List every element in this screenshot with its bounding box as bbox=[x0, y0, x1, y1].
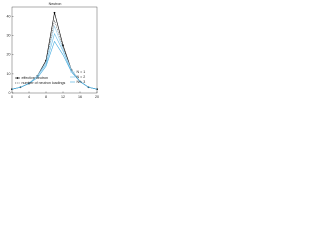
background bbox=[0, 0, 100, 106]
legend-label: N = 2 bbox=[77, 75, 86, 79]
legend-label: N = 3 bbox=[77, 80, 86, 84]
x-tick-label: 8 bbox=[45, 95, 47, 99]
x-tick-label: 16 bbox=[78, 95, 82, 99]
y-tick-label: 40 bbox=[7, 15, 11, 19]
x-tick-label: 20 bbox=[95, 95, 99, 99]
y-tick-label: 20 bbox=[7, 53, 11, 57]
y-tick-label: 30 bbox=[7, 34, 11, 38]
legend-label: effective neutron bbox=[22, 76, 49, 80]
legend-label: number of neutron loadings bbox=[22, 81, 66, 85]
y-tick-label: 10 bbox=[7, 72, 11, 76]
legend-label: N = 1 bbox=[77, 70, 86, 74]
chart: Neutron 0 10 20 30 40 0 4 8 12 16 20 effective neut… bbox=[0, 0, 100, 106]
x-tick-label: 4 bbox=[28, 95, 30, 99]
x-tick-label: 0 bbox=[11, 95, 13, 99]
series-line bbox=[11, 40, 98, 90]
y-tick-label: 0 bbox=[9, 91, 11, 95]
plot-frame bbox=[11, 6, 98, 94]
chart-title: Neutron bbox=[49, 2, 62, 6]
legend-marker bbox=[16, 77, 19, 79]
data-point bbox=[62, 44, 64, 47]
data-point bbox=[53, 11, 56, 14]
x-tick-label: 12 bbox=[61, 95, 65, 99]
